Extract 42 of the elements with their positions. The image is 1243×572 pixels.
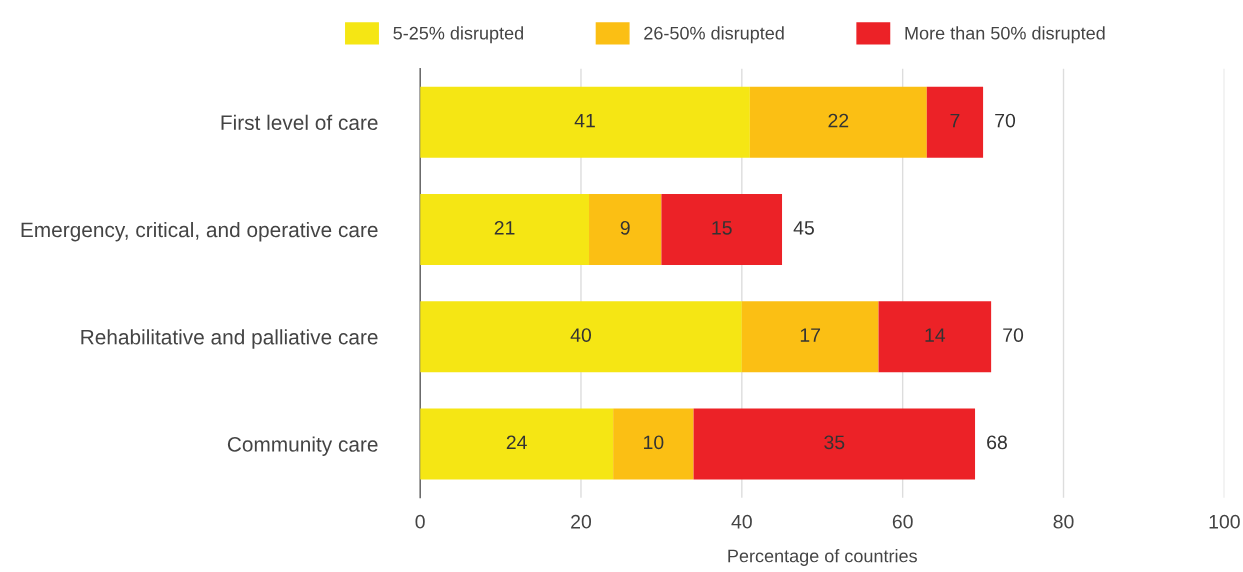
y-tick-label: First level of care bbox=[221, 114, 378, 131]
x-tick-label: 40 bbox=[731, 514, 752, 529]
bar bbox=[741, 301, 879, 373]
data-label: 41 bbox=[574, 113, 595, 128]
data-label: 10 bbox=[644, 435, 664, 450]
data-label: 7 bbox=[950, 113, 960, 128]
x-tick-label: 100 bbox=[1209, 514, 1240, 529]
total-label: 70 bbox=[1003, 328, 1024, 342]
bar bbox=[420, 301, 742, 373]
data-label: 24 bbox=[506, 435, 527, 450]
data-label: 35 bbox=[824, 435, 845, 450]
legend-label: 5-25% disrupted bbox=[393, 26, 524, 44]
bar bbox=[420, 194, 590, 265]
bar bbox=[420, 86, 750, 158]
legend-label: 26-50% disrupted bbox=[644, 26, 784, 44]
bar bbox=[589, 194, 662, 265]
bar bbox=[926, 86, 984, 158]
x-tick-label: 60 bbox=[892, 514, 913, 529]
x-tick-label: 80 bbox=[1053, 514, 1074, 529]
x-tick-label: 20 bbox=[571, 514, 592, 529]
bar bbox=[878, 301, 992, 373]
data-label: 40 bbox=[570, 328, 592, 342]
bar bbox=[613, 408, 694, 480]
data-label: 21 bbox=[494, 220, 515, 235]
total-label: 70 bbox=[995, 113, 1016, 128]
data-label: 22 bbox=[828, 113, 849, 128]
y-tick-label: Rehabilitative and palliative care bbox=[81, 329, 378, 349]
legend-label: More than 50% disrupted bbox=[905, 26, 1105, 44]
data-label: 14 bbox=[925, 328, 946, 342]
x-tick-label: 0 bbox=[415, 514, 425, 529]
bar bbox=[420, 408, 614, 480]
bar bbox=[661, 194, 783, 265]
bar bbox=[693, 408, 976, 480]
data-label: 17 bbox=[800, 328, 821, 342]
total-label: 68 bbox=[987, 435, 1007, 450]
y-tick-label: Emergency, critical, and operative care bbox=[21, 221, 378, 242]
data-label: 9 bbox=[620, 220, 630, 235]
bar bbox=[749, 86, 927, 158]
y-tick-label: Community care bbox=[227, 436, 378, 456]
data-label: 15 bbox=[712, 221, 732, 235]
total-label: 45 bbox=[793, 221, 814, 235]
x-axis-title: Percentage of countries bbox=[728, 549, 917, 566]
